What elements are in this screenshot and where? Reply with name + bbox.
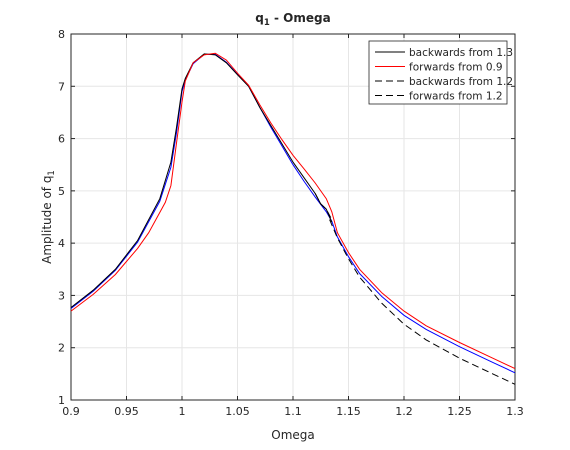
y-tick-label: 3 bbox=[58, 289, 65, 302]
legend-entry-label: backwards from 1.3 bbox=[409, 47, 513, 59]
legend-entry-label: forwards from 0.9 bbox=[409, 62, 503, 74]
x-tick-label: 1.05 bbox=[225, 405, 250, 418]
series-lines bbox=[70, 52, 516, 385]
x-tick-label: 1.1 bbox=[284, 405, 302, 418]
y-tick-label: 5 bbox=[58, 185, 65, 198]
legend: backwards from 1.3 forwards from 0.9 backw… bbox=[368, 40, 513, 105]
legend-entry-label: backwards from 1.2 bbox=[409, 76, 513, 88]
series-line-0 bbox=[70, 53, 333, 308]
legend-entry-label: forwards from 1.2 bbox=[409, 91, 503, 103]
y-tick-label: 4 bbox=[58, 237, 65, 250]
x-tick-label: 1.3 bbox=[506, 405, 524, 418]
series-line-2 bbox=[329, 219, 516, 385]
x-axis-label: Omega bbox=[271, 428, 315, 442]
y-tick-label: 7 bbox=[58, 80, 65, 93]
chart-title: q1 - Omega bbox=[255, 11, 330, 28]
y-tick-label: 6 bbox=[58, 133, 65, 146]
series-line-3 bbox=[314, 193, 333, 220]
x-tick-label: 1.25 bbox=[447, 405, 472, 418]
y-axis-label: Amplitude of q1 bbox=[40, 170, 57, 264]
y-tick-label: 1 bbox=[58, 394, 65, 407]
x-tick-label: 1.15 bbox=[336, 405, 361, 418]
series-line-1 bbox=[70, 52, 516, 370]
axis-ticks: 0.9 0.95 1 1.05 1.1 1.15 1.2 1.25 1.3 1 2 3 4 5 6 7 8 bbox=[58, 28, 524, 418]
x-tick-label: 1.2 bbox=[395, 405, 413, 418]
x-tick-label: 0.95 bbox=[114, 405, 139, 418]
y-tick-label: 2 bbox=[58, 342, 65, 355]
x-tick-label: 0.9 bbox=[62, 405, 80, 418]
y-tick-label: 8 bbox=[58, 28, 65, 41]
x-tick-label: 1 bbox=[179, 405, 186, 418]
